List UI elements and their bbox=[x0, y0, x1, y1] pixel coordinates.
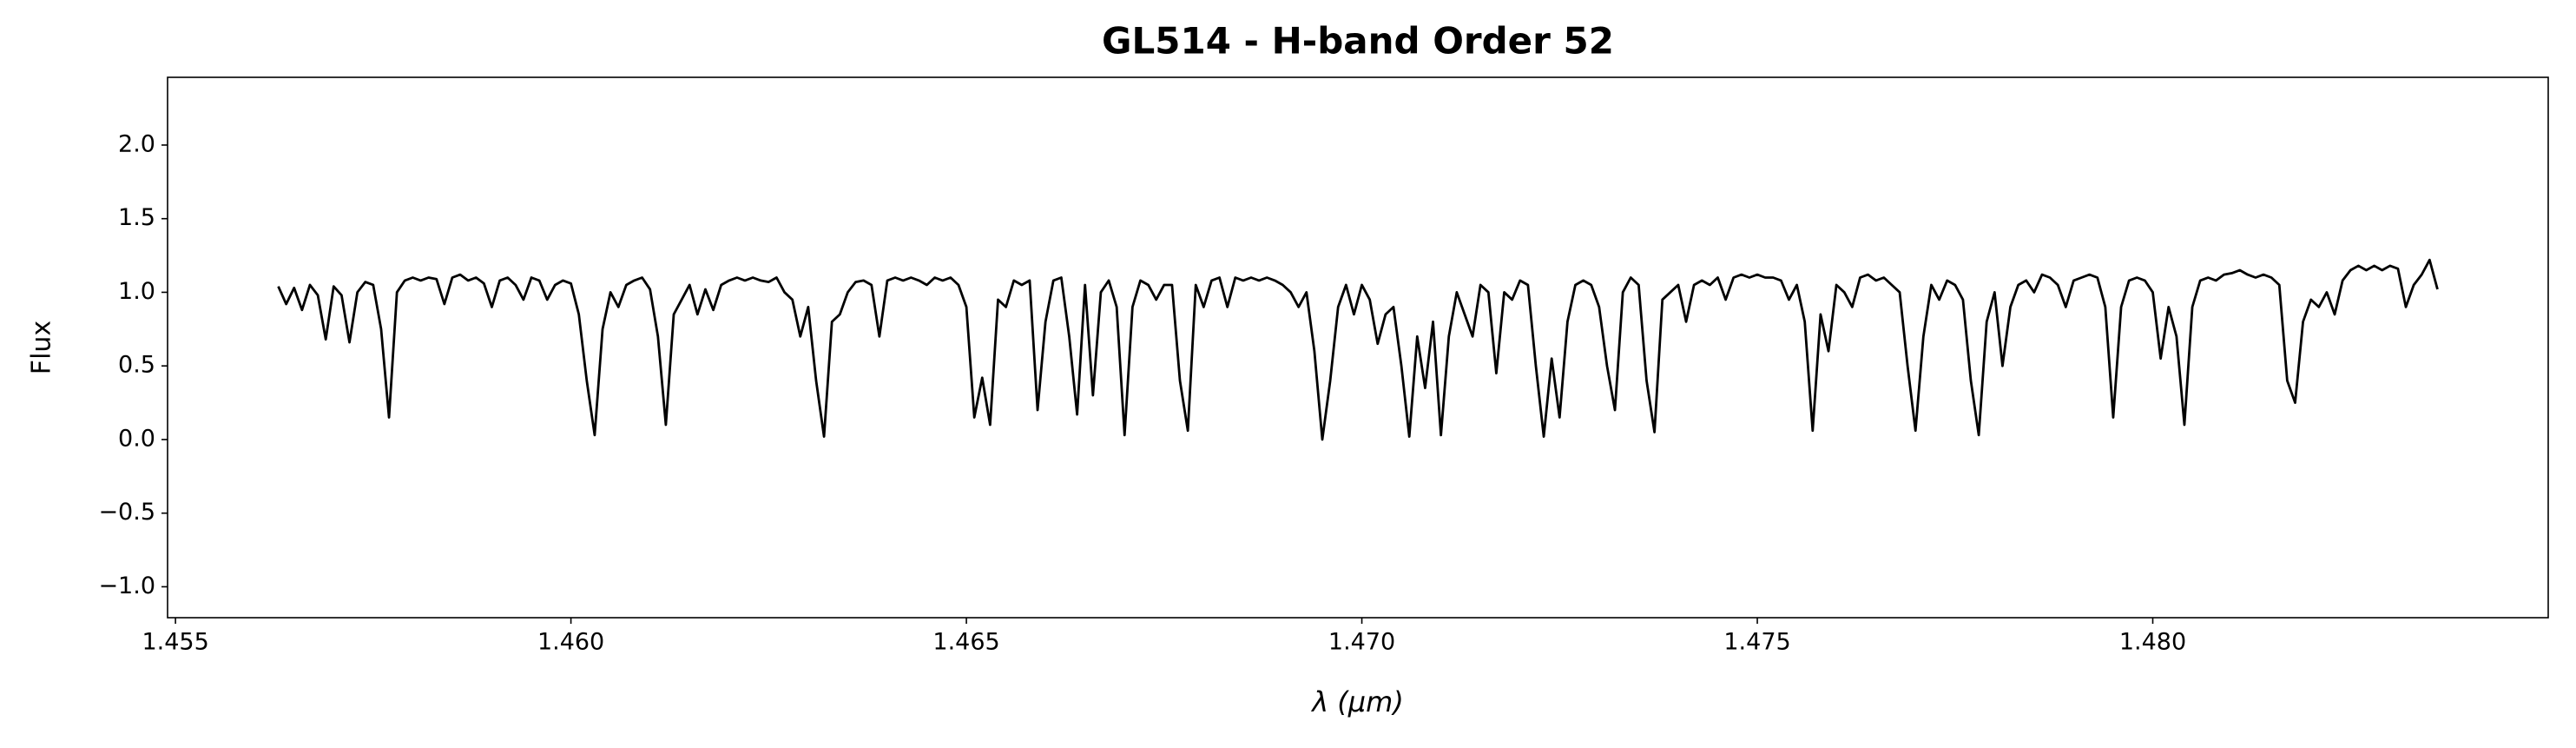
y-tick-label: 0.5 bbox=[118, 352, 155, 379]
plot-frame bbox=[167, 76, 2549, 619]
x-tick-label: 1.455 bbox=[142, 629, 208, 656]
y-tick-label: 1.5 bbox=[118, 204, 155, 231]
x-tick-label: 1.475 bbox=[1723, 629, 1790, 656]
x-tick-label: 1.470 bbox=[1328, 629, 1395, 656]
x-tick-label: 1.460 bbox=[537, 629, 604, 656]
chart-title: GL514 - H-band Order 52 bbox=[1102, 20, 1614, 63]
y-axis-label: Flux bbox=[27, 321, 57, 374]
y-tick-label: −1.0 bbox=[98, 573, 155, 599]
y-tick-label: −0.5 bbox=[98, 499, 155, 526]
y-tick-label: 0.0 bbox=[118, 425, 155, 452]
x-tick-label: 1.465 bbox=[932, 629, 999, 656]
y-tick-label: 1.0 bbox=[118, 278, 155, 305]
spectrum-line bbox=[277, 258, 2439, 441]
x-axis-label: λ (μm) bbox=[1310, 685, 1404, 718]
y-tick-label: 2.0 bbox=[118, 130, 155, 157]
x-tick-label: 1.480 bbox=[2119, 629, 2186, 656]
